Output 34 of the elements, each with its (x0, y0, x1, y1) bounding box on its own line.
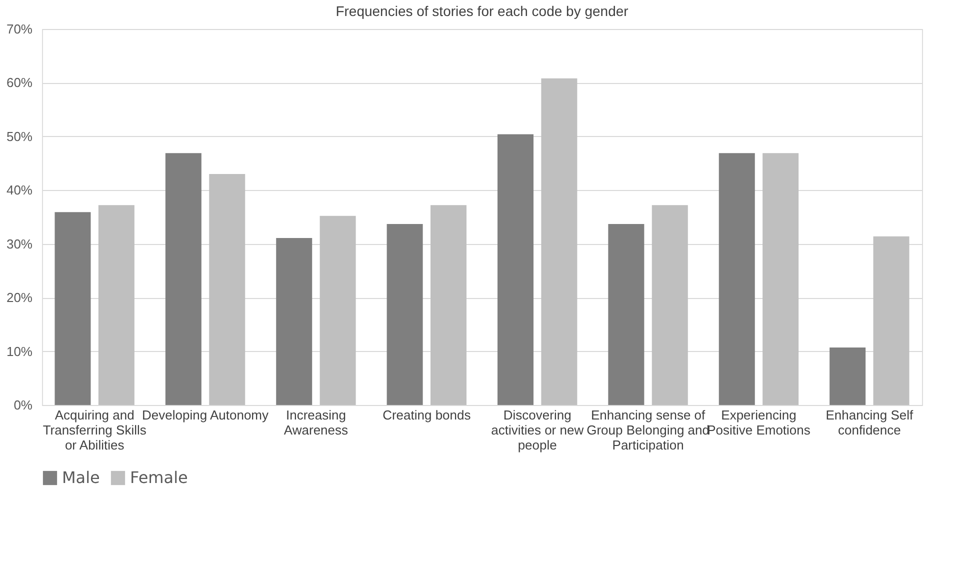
y-tick-label: 40% (6, 182, 33, 198)
y-tick-label: 50% (6, 128, 33, 144)
x-tick-label: Creating bonds (382, 408, 472, 422)
bar (430, 205, 466, 405)
chart-title: Frequencies of stories for each code by gender (336, 3, 629, 19)
bar (541, 78, 578, 405)
bar (54, 212, 91, 405)
bar (386, 224, 423, 405)
y-tick-label: 70% (6, 22, 33, 36)
bar (209, 174, 246, 405)
bar (498, 134, 534, 405)
bar (320, 216, 356, 405)
bar (98, 205, 134, 405)
bar (276, 238, 312, 405)
x-tick-label: Enhancing Self confidence (826, 408, 914, 438)
y-tick-label: 0% (14, 398, 33, 412)
bar (652, 205, 688, 405)
legend-label: Female (130, 468, 188, 487)
x-tick-label: Discovering activities or new people (491, 408, 584, 452)
x-tick-label: Developing Autonomy (142, 408, 269, 422)
x-tick-label: Enhancing sense of Group Belonging and Participation (586, 408, 710, 452)
x-tick-label: Increasing Awareness (284, 408, 348, 438)
legend-label: Male (62, 468, 100, 487)
bar (762, 153, 799, 405)
y-tick-label: 30% (6, 236, 33, 252)
bar (608, 224, 644, 405)
bar (165, 153, 202, 405)
y-tick-label: 20% (6, 290, 33, 306)
bar (718, 153, 755, 405)
bar (873, 236, 910, 405)
y-tick-label: 10% (6, 344, 33, 359)
y-tick-label: 60% (6, 75, 33, 90)
x-tick-label: Experiencing Positive Emotions (707, 408, 811, 438)
bar (830, 348, 866, 405)
